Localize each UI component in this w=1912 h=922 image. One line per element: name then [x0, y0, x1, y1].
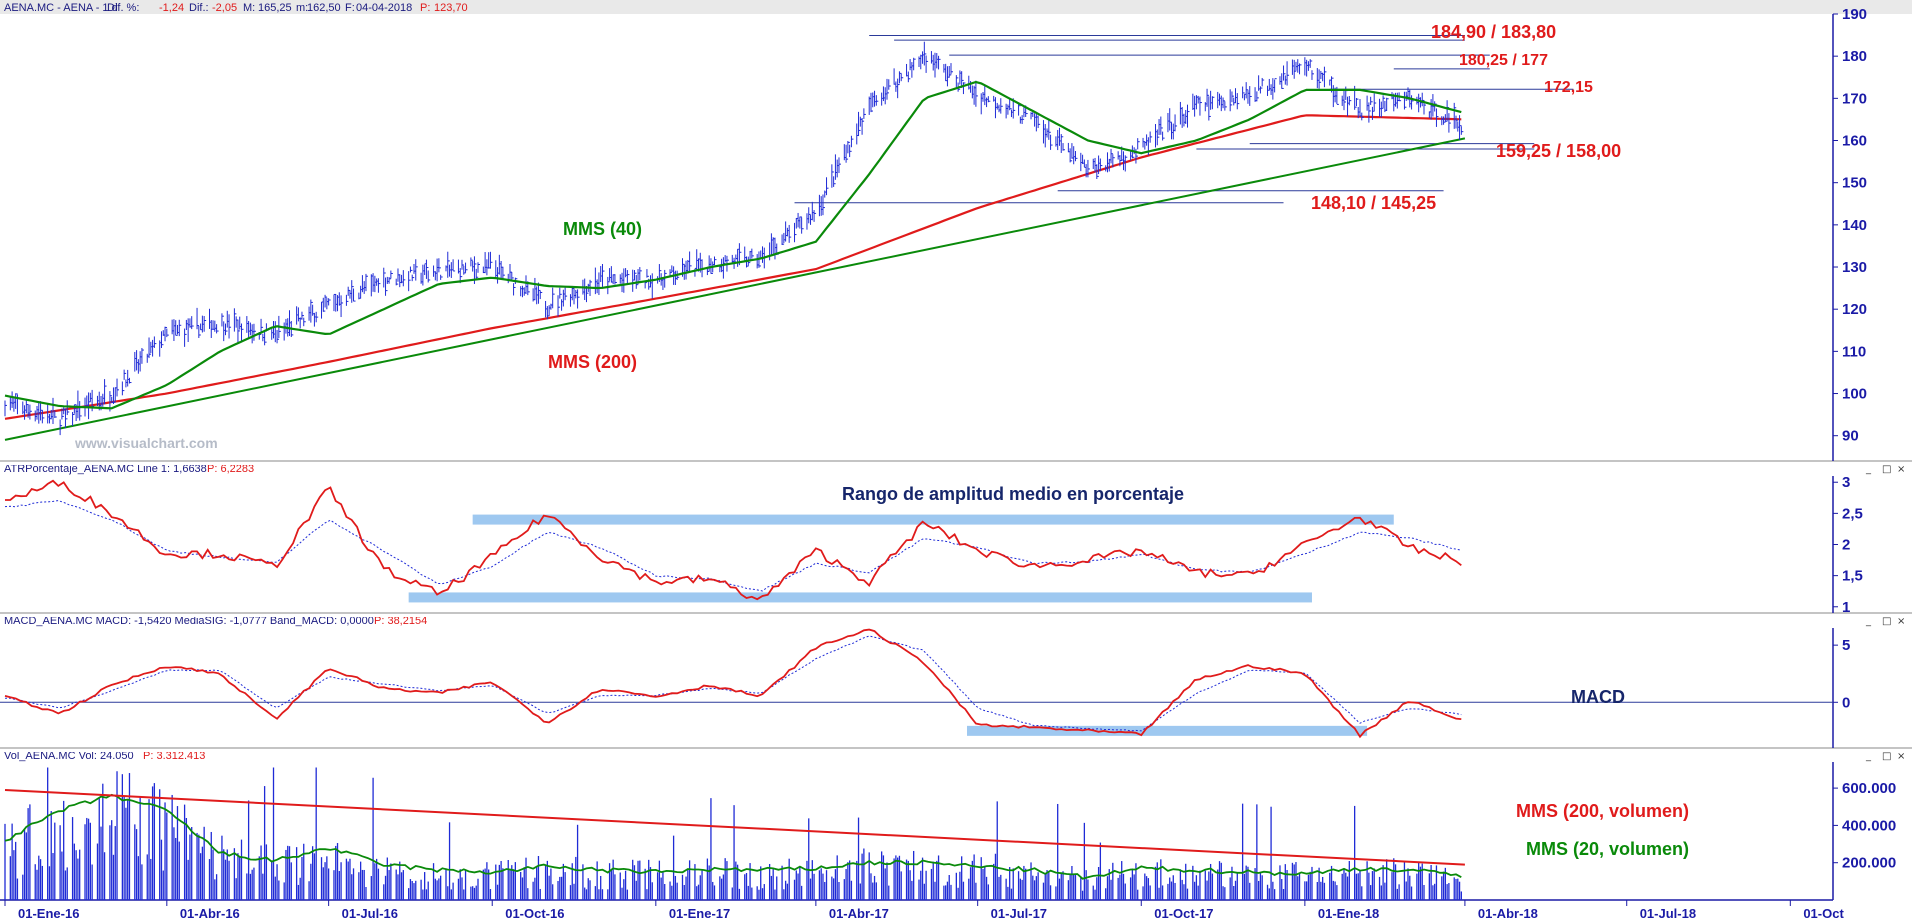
price-header-label-0: Dif. %: — [107, 2, 139, 14]
y-tick-label: 110 — [1842, 343, 1866, 360]
close-icon[interactable]: × — [1897, 751, 1905, 762]
price-header-value-2: 165,25 — [258, 2, 292, 14]
y-tick-label: 1,5 — [1842, 568, 1863, 585]
y-tick-label: 160 — [1842, 133, 1867, 150]
price-header-label-4: F: — [345, 2, 355, 14]
x-tick-label: 01-Ene-16 — [18, 906, 79, 921]
vol-panel-header: Vol_AENA.MC Vol: 24.050 P: 3.312.413 _ □… — [4, 750, 1905, 762]
price-header-value-0: -1,24 — [159, 2, 184, 14]
macd-signal-line — [4, 635, 1462, 732]
close-icon[interactable]: × — [1897, 616, 1905, 627]
vol-header-text: Vol_AENA.MC Vol: 24.050 — [4, 750, 134, 762]
y-tick-label: 2 — [1842, 537, 1850, 554]
watermark: www.visualchart.com — [74, 435, 218, 451]
maximize-icon[interactable]: □ — [1882, 751, 1891, 762]
price-panel-header: AENA.MC - AENA - 1 d Dif. %: -1,24 Dif.:… — [0, 0, 1912, 14]
y-tick-label: 200.000 — [1842, 855, 1896, 872]
atr-highlight-band — [472, 514, 1394, 525]
ma40-line — [4, 80, 1462, 410]
level-label-148-145: 148,10 / 145,25 — [1311, 193, 1436, 213]
atr-header-p: P: 6,2283 — [207, 463, 254, 475]
y-tick-label: 170 — [1842, 90, 1867, 107]
x-tick-label: 01-Jul-17 — [991, 906, 1047, 921]
x-tick-label: 01-Jul-16 — [342, 906, 398, 921]
macd-panel-header: MACD_AENA.MC MACD: -1,5420 MediaSIG: -1,… — [4, 615, 1905, 627]
atr-chart-title: Rango de amplitud medio en porcentaje — [842, 484, 1184, 504]
y-tick-label: 5 — [1842, 637, 1850, 654]
y-tick-label: 3 — [1842, 474, 1850, 491]
vol-ma20-line — [4, 793, 1462, 880]
y-tick-label: 1 — [1842, 599, 1850, 616]
macd-header-text: MACD_AENA.MC MACD: -1,5420 MediaSIG: -1,… — [4, 615, 374, 627]
x-tick-label: 01-Oct-17 — [1154, 906, 1213, 921]
macd-line — [4, 628, 1462, 739]
panel-separator — [0, 748, 1912, 752]
minimize-icon[interactable]: _ — [1865, 464, 1872, 475]
y-tick-label: 2,5 — [1842, 505, 1863, 522]
price-header-label-5: P: — [420, 2, 430, 14]
x-tick-label: 01-Ene-17 — [669, 906, 730, 921]
macd-header-p: P: 38,2154 — [374, 615, 427, 627]
level-label-184-183: 184,90 / 183,80 — [1431, 22, 1556, 42]
chart-layer: 90 100 110 120 130 140 150 160 170 180 190 1 1,5 2 2,5… — [0, 6, 1912, 921]
y-tick-label: 140 — [1842, 217, 1867, 234]
ma40-label: MMS (40) — [563, 219, 642, 239]
x-tick-label: 01-Abr-18 — [1478, 906, 1538, 921]
price-bars — [4, 41, 1464, 436]
panel-separator — [0, 613, 1912, 617]
level-label-159-158: 159,25 / 158,00 — [1496, 141, 1621, 161]
price-header-value-5: 123,70 — [434, 2, 468, 14]
vol-header-p: P: 3.312.413 — [143, 750, 205, 762]
macd-highlight-band — [967, 725, 1368, 736]
panel-separator — [0, 461, 1912, 465]
price-header-label-2: M: — [243, 2, 255, 14]
y-tick-label: 130 — [1842, 259, 1867, 276]
atr-panel-header: ATRPorcentaje_AENA.MC Line 1: 1,6638 P: … — [4, 463, 1905, 475]
atr-window-buttons: _ □ × — [1865, 464, 1905, 475]
atr-media-line — [4, 500, 1462, 592]
maximize-icon[interactable]: □ — [1882, 616, 1891, 627]
x-tick-label: 01-Ene-18 — [1318, 906, 1379, 921]
atr-line — [5, 479, 1462, 601]
y-tick-label: 600.000 — [1842, 780, 1896, 797]
y-tick-label: 100 — [1842, 386, 1867, 403]
minimize-icon[interactable]: _ — [1865, 751, 1872, 762]
price-header-label-1: Dif.: — [189, 2, 209, 14]
macd-window-buttons: _ □ × — [1865, 616, 1905, 627]
x-tick-label: 01-Oct-16 — [505, 906, 564, 921]
price-header-symbol: AENA.MC - AENA - 1 d — [4, 2, 118, 14]
y-tick-label: 190 — [1842, 6, 1867, 23]
volume-bars — [4, 767, 1462, 900]
price-header-label-3: m: — [296, 2, 308, 14]
y-tick-label: 90 — [1842, 428, 1859, 445]
trendline — [4, 137, 1466, 441]
y-tick-label: 400.000 — [1842, 817, 1896, 834]
y-tick-label: 120 — [1842, 301, 1867, 318]
y-tick-label: 180 — [1842, 48, 1867, 65]
x-tick-label: 01-Oct — [1803, 906, 1844, 921]
atr-highlight-band — [408, 592, 1312, 603]
vol-ma20-label: MMS (20, volumen) — [1526, 839, 1689, 859]
vol-ma200-label: MMS (200, volumen) — [1516, 801, 1689, 821]
x-tick-label: 01-Abr-16 — [180, 906, 240, 921]
minimize-icon[interactable]: _ — [1865, 616, 1872, 627]
y-tick-label: 150 — [1842, 175, 1867, 192]
x-tick-label: 01-Jul-18 — [1640, 906, 1696, 921]
ma200-line — [4, 114, 1462, 420]
macd-chart-title: MACD — [1571, 687, 1625, 707]
level-label-180-177: 180,25 / 177 — [1459, 52, 1548, 69]
close-icon[interactable]: × — [1897, 464, 1905, 475]
y-tick-label: 0 — [1842, 694, 1850, 711]
atr-header-text: ATRPorcentaje_AENA.MC Line 1: 1,6638 — [4, 463, 207, 475]
price-header-value-4: 04-04-2018 — [356, 2, 412, 14]
vol-ma200-line — [4, 789, 1465, 866]
ma200-label: MMS (200) — [548, 352, 637, 372]
vol-window-buttons: _ □ × — [1865, 751, 1905, 762]
x-tick-label: 01-Abr-17 — [829, 906, 889, 921]
level-label-172: 172,15 — [1544, 79, 1593, 96]
price-header-value-3: 162,50 — [307, 2, 341, 14]
maximize-icon[interactable]: □ — [1882, 464, 1891, 475]
price-header-value-1: -2,05 — [212, 2, 237, 14]
